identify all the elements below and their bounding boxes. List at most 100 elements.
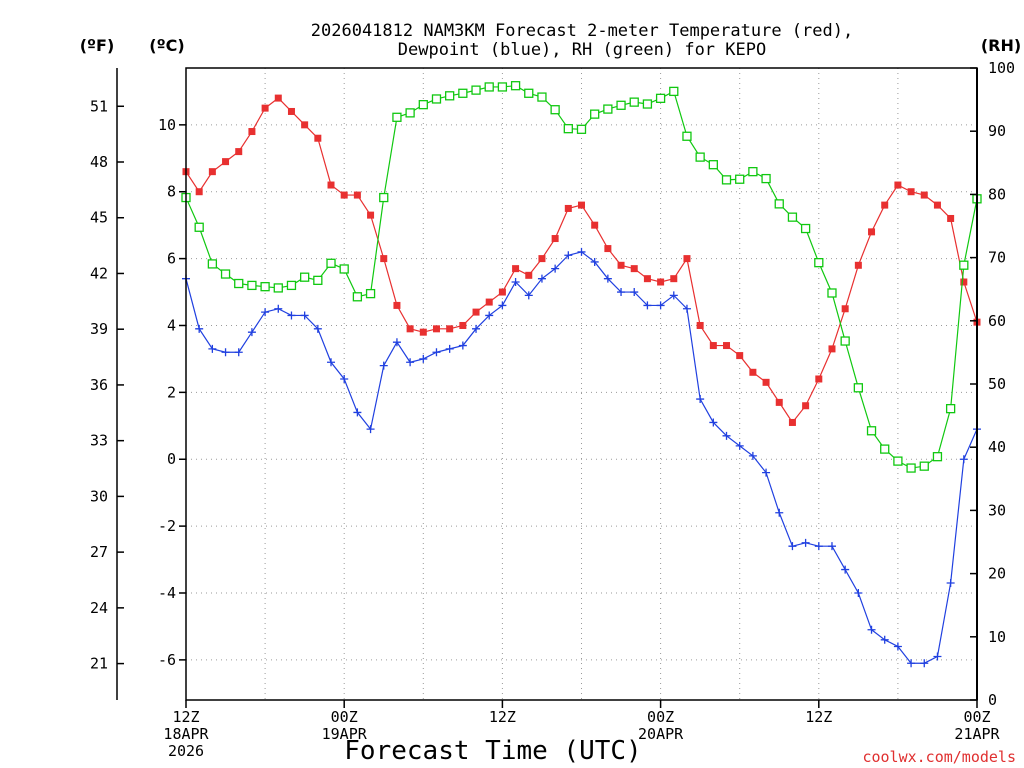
temperature-point: [894, 181, 902, 189]
temperature-point: [195, 188, 203, 196]
temperature-point: [432, 325, 440, 333]
c-axis-tick-label: 2: [167, 383, 176, 401]
temperature-point: [512, 265, 520, 273]
rh-point: [286, 280, 297, 291]
rh-point: [866, 426, 877, 436]
rh-point: [510, 81, 521, 91]
x-axis-tick-label: 00Z: [963, 708, 990, 726]
temperature-point: [446, 325, 454, 333]
dewpoint-point: [590, 257, 599, 266]
dewpoint-point: [788, 542, 797, 551]
f-axis-tick-label: 33: [90, 432, 108, 450]
temperature-point: [301, 121, 309, 129]
temperature-point: [235, 148, 243, 156]
f-axis-tick-label: 36: [90, 376, 108, 394]
rh-axis-tick-label: 20: [988, 565, 1006, 583]
rh-point: [735, 174, 745, 184]
temperature-point: [287, 107, 295, 115]
temperature-point: [261, 104, 269, 112]
dewpoint-point: [709, 418, 718, 427]
f-axis-tick-label: 21: [90, 655, 108, 673]
rh-point: [484, 82, 494, 92]
rh-axis-tick-label: 30: [988, 501, 1006, 519]
x-axis-tick-label: 12Z: [489, 708, 516, 726]
dewpoint-point: [247, 328, 256, 337]
temperature-point: [578, 201, 585, 209]
rh-point: [537, 92, 547, 102]
temperature-point: [525, 271, 533, 279]
temperature-point: [564, 204, 572, 212]
temperature-point: [406, 325, 414, 333]
rh-series: [181, 81, 982, 473]
dewpoint-point: [485, 311, 494, 320]
rh-point: [893, 456, 903, 466]
temperature-point: [960, 278, 968, 286]
rh-point: [220, 269, 231, 279]
rh-point: [669, 86, 679, 97]
temperature-point: [933, 201, 941, 209]
x-axis-tick-label: 18APR: [163, 725, 209, 743]
rh-point: [655, 93, 666, 103]
rh-point: [761, 173, 771, 184]
rh-point: [853, 383, 863, 393]
dewpoint-point: [445, 344, 454, 353]
temperature-point: [947, 214, 955, 222]
rh-point: [260, 282, 270, 292]
rh-point: [840, 336, 850, 346]
temperature-point: [327, 181, 335, 189]
temperature-point: [841, 305, 849, 313]
temperature-point: [274, 94, 282, 102]
temperature-point: [920, 191, 928, 199]
dewpoint-point: [775, 508, 784, 517]
dewpoint-point: [234, 348, 243, 357]
rh-point: [695, 152, 705, 162]
rh-point: [339, 264, 349, 274]
dewpoint-point: [669, 291, 678, 300]
temperature-point: [696, 321, 704, 329]
rh-point: [418, 100, 428, 110]
rh-axis-tick-label: 70: [988, 249, 1006, 267]
c-axis-tick-label: 10: [158, 116, 176, 134]
rh-point: [431, 94, 442, 104]
dewpoint-point: [564, 251, 573, 260]
x-axis-tick-label: 00Z: [331, 708, 358, 726]
temperature-point: [485, 298, 493, 306]
dewpoint-point: [630, 288, 639, 297]
rh-point: [932, 452, 943, 462]
dewpoint-point: [920, 659, 929, 668]
dewpoint-point: [406, 358, 415, 367]
dewpoint-series: [182, 247, 981, 668]
temperature-point: [630, 265, 638, 273]
dewpoint-point: [748, 451, 757, 460]
dewpoint-point: [458, 341, 467, 350]
temperature-point: [498, 288, 506, 296]
rh-point: [590, 109, 600, 119]
temperature-point: [736, 352, 744, 360]
temperature-point: [393, 301, 401, 309]
dewpoint-point: [907, 659, 916, 668]
x-axis-tick-label: 00Z: [647, 708, 674, 726]
temperature-point: [788, 418, 796, 426]
credit-text: coolwx.com/models: [862, 748, 1016, 766]
series-layer: [181, 81, 982, 668]
dewpoint-point: [762, 468, 771, 477]
rh-point: [563, 124, 573, 134]
rh-point: [642, 99, 653, 109]
rh-point: [959, 260, 969, 270]
dewpoint-point: [801, 538, 810, 547]
temperature-point: [604, 245, 612, 253]
dewpoint-point: [300, 311, 309, 320]
rh-point: [708, 160, 718, 170]
c-axis-tick-label: -2: [158, 517, 176, 535]
dewpoint-point: [340, 374, 349, 383]
temperature-point: [749, 368, 757, 376]
rh-point: [365, 288, 376, 299]
x-axis-tick-label: 20APR: [638, 725, 684, 743]
f-axis-tick-label: 51: [90, 97, 108, 115]
c-axis-tick-label: 0: [167, 450, 176, 468]
dewpoint-point: [577, 247, 586, 256]
rh-point: [787, 212, 798, 222]
dewpoint-point: [827, 542, 836, 551]
temperature-point: [643, 275, 651, 283]
temperature-point: [723, 342, 731, 350]
